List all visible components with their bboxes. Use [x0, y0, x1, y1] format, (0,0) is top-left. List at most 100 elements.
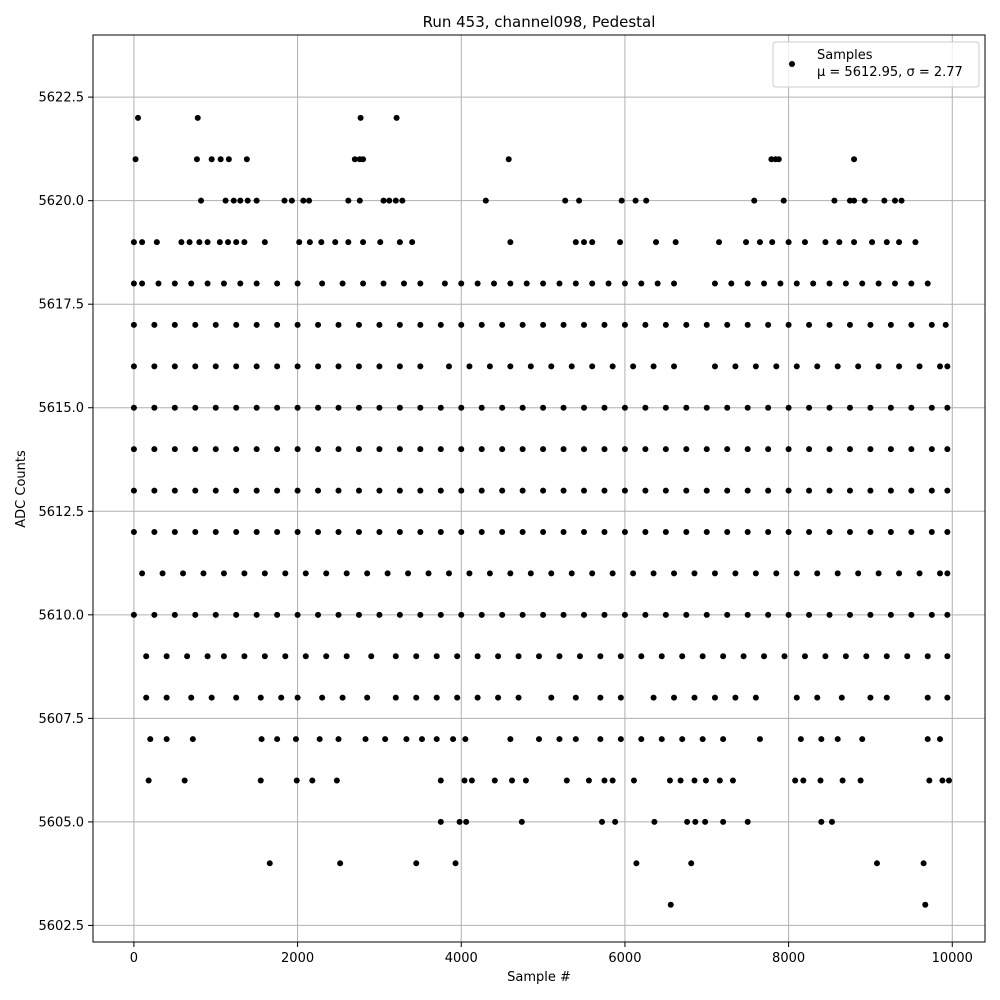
data-point — [581, 528, 588, 535]
data-point — [896, 570, 903, 577]
data-point — [716, 239, 723, 246]
data-point — [151, 487, 158, 494]
data-point — [536, 736, 542, 743]
data-point — [806, 446, 813, 453]
data-point — [846, 446, 853, 453]
data-point — [462, 736, 469, 743]
data-point — [266, 860, 273, 867]
data-point — [703, 611, 710, 618]
data-point — [691, 570, 698, 577]
data-point — [253, 404, 260, 411]
data-point — [318, 239, 325, 246]
data-point — [355, 528, 362, 535]
data-point — [220, 653, 227, 660]
data-point — [171, 528, 178, 535]
data-point — [729, 777, 736, 784]
data-point — [548, 570, 555, 577]
data-point — [581, 446, 588, 453]
data-point — [621, 528, 628, 535]
data-point — [145, 777, 152, 784]
data-point — [515, 694, 522, 701]
data-point — [335, 611, 342, 618]
data-point — [261, 653, 268, 660]
data-point — [527, 570, 534, 577]
data-point — [288, 197, 295, 204]
data-point — [926, 777, 933, 784]
data-point — [601, 446, 608, 453]
data-point — [212, 611, 219, 618]
data-point — [437, 321, 444, 328]
data-point — [163, 736, 170, 743]
data-point — [887, 446, 894, 453]
data-point — [339, 280, 346, 287]
data-point — [519, 611, 526, 618]
data-point — [793, 570, 800, 577]
data-point — [846, 611, 853, 618]
data-point — [319, 694, 326, 701]
data-point — [826, 446, 833, 453]
data-point — [294, 528, 301, 535]
data-point — [873, 860, 880, 867]
y-tick-label: 5605.0 — [39, 815, 85, 830]
data-point — [294, 446, 301, 453]
data-point — [151, 321, 158, 328]
data-point — [740, 653, 747, 660]
data-point — [302, 570, 309, 577]
data-point — [147, 736, 154, 743]
data-point — [826, 611, 833, 618]
data-point — [143, 653, 150, 660]
data-point — [345, 239, 352, 246]
data-point — [335, 404, 342, 411]
data-point — [800, 777, 807, 784]
data-point — [548, 363, 555, 370]
data-point — [609, 777, 616, 784]
data-point — [560, 611, 567, 618]
data-point — [711, 363, 718, 370]
plot-frame — [92, 34, 986, 943]
data-point — [826, 321, 833, 328]
data-point — [233, 321, 240, 328]
data-point — [601, 528, 608, 535]
data-point — [683, 611, 690, 618]
data-point — [478, 611, 485, 618]
data-point — [478, 404, 485, 411]
data-point — [836, 239, 843, 246]
data-point — [581, 611, 588, 618]
data-point — [380, 280, 387, 287]
data-point — [396, 239, 403, 246]
data-point — [253, 321, 260, 328]
data-point — [883, 239, 890, 246]
data-point — [540, 611, 547, 618]
data-point — [855, 363, 862, 370]
data-point — [445, 363, 452, 370]
data-point — [744, 611, 751, 618]
data-point — [323, 653, 330, 660]
data-point — [658, 653, 665, 660]
data-point — [703, 321, 710, 328]
data-point — [887, 321, 894, 328]
data-point — [392, 653, 399, 660]
data-point — [376, 363, 383, 370]
data-point — [519, 487, 526, 494]
data-point — [781, 653, 788, 660]
data-point — [204, 653, 211, 660]
data-point — [486, 570, 493, 577]
data-point — [437, 446, 444, 453]
data-point — [171, 363, 178, 370]
data-point — [839, 777, 846, 784]
data-point — [360, 280, 367, 287]
data-point — [130, 321, 137, 328]
data-point — [883, 694, 890, 701]
data-point — [589, 239, 596, 246]
data-point — [233, 694, 240, 701]
data-point — [212, 446, 219, 453]
data-point — [522, 777, 529, 784]
data-point — [417, 528, 424, 535]
data-point — [857, 777, 864, 784]
data-point — [814, 694, 821, 701]
data-point — [355, 487, 362, 494]
data-point — [220, 280, 227, 287]
data-point — [711, 280, 718, 287]
data-point — [333, 777, 340, 784]
data-point — [785, 487, 792, 494]
